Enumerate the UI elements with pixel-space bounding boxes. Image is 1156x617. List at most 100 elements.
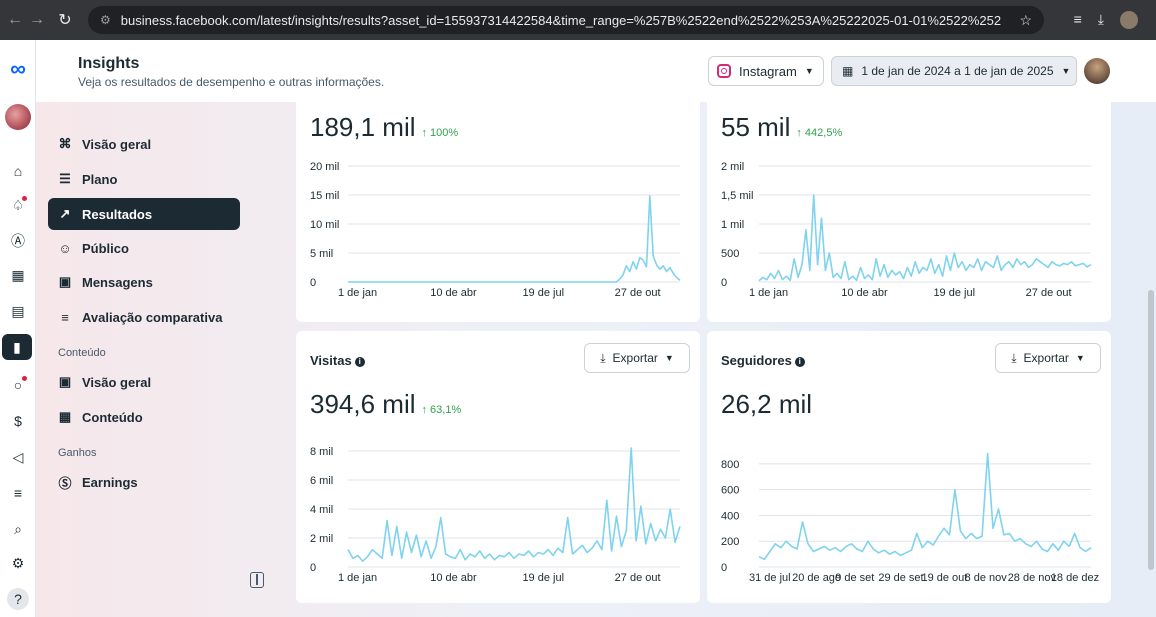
x-tick-label: 8 de nov xyxy=(965,572,1008,584)
y-tick-label: 600 xyxy=(721,485,739,497)
x-tick-label: 10 de abr xyxy=(430,572,477,584)
sidebar-item-content-overview[interactable]: ▣ Visão geral xyxy=(48,366,240,398)
reload-icon[interactable]: ↻ xyxy=(58,12,72,29)
metric-value: 394,6 mil ↑ 63,1% xyxy=(310,389,462,419)
chevron-down-icon: ▼ xyxy=(1061,66,1071,76)
x-tick-label: 18 de dez xyxy=(1051,572,1099,584)
y-tick-label: 400 xyxy=(721,510,739,522)
monetization-icon[interactable]: ○ xyxy=(0,372,36,398)
sidebar-item-visao-geral[interactable]: ⌘ Visão geral xyxy=(48,128,240,160)
site-info-icon[interactable]: ⚙ xyxy=(100,13,111,27)
back-icon[interactable]: ← xyxy=(7,11,23,28)
x-tick-label: 1 de jan xyxy=(338,287,377,299)
audience-icon: ☺ xyxy=(58,240,72,256)
y-tick-label: 1,5 mil xyxy=(721,190,753,202)
x-tick-label: 27 de out xyxy=(615,572,661,584)
search-icon[interactable]: ⌕ xyxy=(14,520,22,537)
sidebar-item-mensagens[interactable]: ▣ Mensagens xyxy=(48,266,240,298)
x-tick-label: 10 de abr xyxy=(430,287,477,299)
platform-dropdown[interactable]: Instagram ▼ xyxy=(708,56,824,86)
browser-toolbar: ← → ↻ ⚙ business.facebook.com/latest/ins… xyxy=(0,0,1156,40)
export-label: Exportar xyxy=(612,351,658,365)
home-icon[interactable]: ⌂ xyxy=(13,163,23,179)
bookmark-star-icon[interactable]: ☆ xyxy=(1019,11,1032,28)
left-rail: ∞ ⌂ ♤ Ⓐ ▦ ▤ ▮ ○ $ ◁ ≡ ⌕ ⚙ ? xyxy=(0,40,36,617)
info-icon[interactable]: i xyxy=(354,357,365,367)
account-avatar[interactable] xyxy=(0,104,36,130)
x-tick-label: 27 de out xyxy=(615,287,661,299)
y-tick-label: 15 mil xyxy=(310,190,339,202)
page-avatar[interactable] xyxy=(1084,58,1110,84)
x-tick-label: 19 de jul xyxy=(522,572,564,584)
download-icon[interactable]: ⤓ xyxy=(1097,11,1104,27)
x-tick-label: 1 de jan xyxy=(338,572,377,584)
chart-top-left: 0 5 mil 10 mil 15 mil 20 mil 1 de jan 10 de ab… xyxy=(310,161,681,299)
page-header: Insights Veja os resultados de desempenh… xyxy=(36,40,1156,102)
reading-list-icon[interactable]: ≡ xyxy=(1073,11,1082,27)
metric-delta: ↑ 63,1% xyxy=(421,404,462,416)
info-icon[interactable]: i xyxy=(794,357,805,367)
table-icon: ▦ xyxy=(58,409,72,424)
y-tick-label: 500 xyxy=(721,248,739,260)
scrollbar[interactable] xyxy=(1148,290,1154,570)
section-label-conteudo: Conteúdo xyxy=(58,347,106,359)
meta-logo-icon[interactable]: ∞ xyxy=(10,56,26,81)
card-title: Visitas i xyxy=(310,353,365,368)
notifications-icon[interactable]: ♤ xyxy=(0,192,36,218)
calendar-icon[interactable]: ▦ xyxy=(11,266,25,283)
sidebar-item-plano[interactable]: ☰ Plano xyxy=(48,163,240,195)
card-seguidores: Seguidores i ⤓ Exportar ▼ 26,2 mil 0 200 40… xyxy=(707,331,1111,603)
address-bar[interactable]: ⚙ business.facebook.com/latest/insights/… xyxy=(88,6,1044,34)
list-icon: ☰ xyxy=(59,171,71,186)
forward-icon[interactable]: → xyxy=(29,11,45,28)
dollar-icon: Ⓢ xyxy=(58,475,72,491)
dollar-icon[interactable]: $ xyxy=(14,413,22,429)
collapse-sidebar-icon[interactable] xyxy=(250,572,264,588)
sidebar-item-label: Conteúdo xyxy=(82,409,143,425)
y-tick-label: 2 mil xyxy=(310,533,333,545)
sidebar-item-resultados[interactable]: ↗ Resultados xyxy=(48,198,240,230)
overview-icon: ⌘ xyxy=(58,136,72,151)
overview-icon: ▣ xyxy=(58,374,72,389)
instagram-icon xyxy=(717,64,731,78)
chart-top-right: 0 500 1 mil 1,5 mil 2 mil 1 de jan 10 de abr 19… xyxy=(721,161,1092,299)
menu-icon[interactable]: ≡ xyxy=(13,485,23,501)
export-button[interactable]: ⤓ Exportar ▼ xyxy=(995,343,1101,373)
x-tick-label: 19 de jul xyxy=(522,287,564,299)
y-tick-label: 6 mil xyxy=(310,475,333,487)
sidebar-item-label: Avaliação comparativa xyxy=(82,309,223,325)
insights-icon[interactable]: ▮ xyxy=(2,334,32,360)
export-label: Exportar xyxy=(1023,351,1069,365)
inbox-icon[interactable]: ▤ xyxy=(11,302,25,319)
card-visitas: Visitas i ⤓ Exportar ▼ 394,6 mil ↑ 63,1% 0… xyxy=(296,331,700,603)
y-tick-label: 10 mil xyxy=(310,219,339,231)
date-range-picker[interactable]: ▦ 1 de jan de 2024 a 1 de jan de 2025 ▼ xyxy=(831,56,1077,86)
ads-icon[interactable]: Ⓐ xyxy=(11,233,25,249)
x-tick-label: 28 de nov xyxy=(1008,572,1057,584)
page-title: Insights xyxy=(78,55,140,72)
metric-value: 55 mil ↑ 442,5% xyxy=(721,112,843,142)
x-tick-label: 19 de jul xyxy=(933,287,975,299)
sidebar-item-earnings[interactable]: Ⓢ Earnings xyxy=(48,466,240,498)
download-icon: ⤓ xyxy=(1011,350,1017,365)
sidebar-item-label: Visão geral xyxy=(82,136,152,152)
sidebar-item-conteudo[interactable]: ▦ Conteúdo xyxy=(48,401,240,433)
sidebar-item-avaliacao[interactable]: ≡ Avaliação comparativa xyxy=(48,301,240,333)
card-top-left: 189,1 mil ↑ 100% 0 5 mil 10 mil 15 mil 20 mil… xyxy=(296,102,700,322)
url-text[interactable]: business.facebook.com/latest/insights/re… xyxy=(120,12,1001,28)
sidebar-item-label: Plano xyxy=(82,171,118,187)
y-tick-label: 2 mil xyxy=(721,161,744,173)
profile-avatar[interactable] xyxy=(1120,11,1138,29)
y-tick-label: 0 xyxy=(310,277,316,289)
megaphone-icon[interactable]: ◁ xyxy=(12,448,24,465)
date-range-label: 1 de jan de 2024 a 1 de jan de 2025 xyxy=(861,64,1054,78)
settings-icon[interactable]: ⚙ xyxy=(11,554,25,571)
sidebar-item-label: Visão geral xyxy=(82,374,152,390)
series-line xyxy=(758,452,1092,561)
sidebar-item-publico[interactable]: ☺ Público xyxy=(48,232,240,264)
y-tick-label: 0 xyxy=(721,277,727,289)
sidebar-item-label: Earnings xyxy=(82,474,138,490)
export-button[interactable]: ⤓ Exportar ▼ xyxy=(584,343,690,373)
help-icon[interactable]: ? xyxy=(0,586,36,612)
